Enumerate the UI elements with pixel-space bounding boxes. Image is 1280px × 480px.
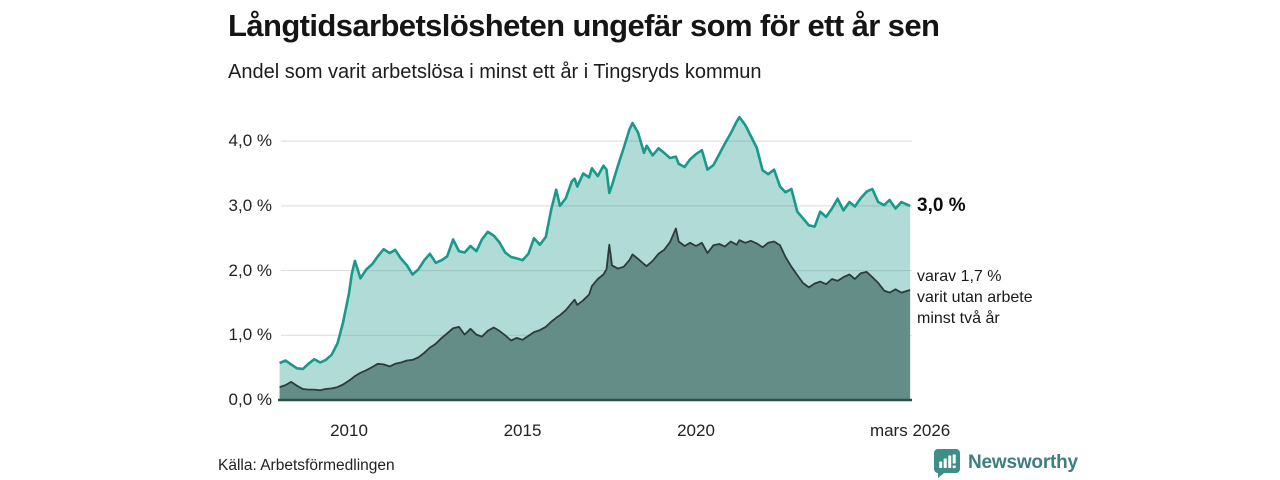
line-total <box>279 115 911 371</box>
newsworthy-wordmark: Newsworthy <box>968 452 1078 473</box>
x-tick-label: 2010 <box>330 421 368 440</box>
x-tick-label: mars 2026 <box>869 421 951 440</box>
y-tick-label: 1,0 % <box>228 325 272 345</box>
y-tick-label: 4,0 % <box>228 131 272 151</box>
newsworthy-logo: Newsworthy <box>933 448 1078 478</box>
y-tick-label: 3,0 % <box>228 195 272 215</box>
annotation-line: minst två år <box>917 310 1000 327</box>
y-tick-label: 2,0 % <box>228 260 272 280</box>
newsworthy-icon <box>934 449 960 478</box>
end-value-label-total: 3,0 % <box>917 195 966 216</box>
annotation-line: varav 1,7 % <box>917 268 1002 285</box>
x-tick-label: 2020 <box>677 421 715 440</box>
annotation-line: varit utan arbete <box>917 289 1033 306</box>
source-credit: Källa: Arbetsförmedlingen <box>218 457 395 474</box>
line-two-year <box>279 227 911 392</box>
y-tick-label: 0,0 % <box>228 390 272 409</box>
chart-title: Långtidsarbetslösheten ungefär som för e… <box>228 8 940 43</box>
chart-subtitle: Andel som varit arbetslösa i minst ett å… <box>228 61 762 83</box>
end-annotation-two-year: varav 1,7 % varit utan arbete minst två … <box>917 266 1033 329</box>
area-two-year <box>279 228 911 400</box>
x-tick-label: 2015 <box>503 421 542 440</box>
